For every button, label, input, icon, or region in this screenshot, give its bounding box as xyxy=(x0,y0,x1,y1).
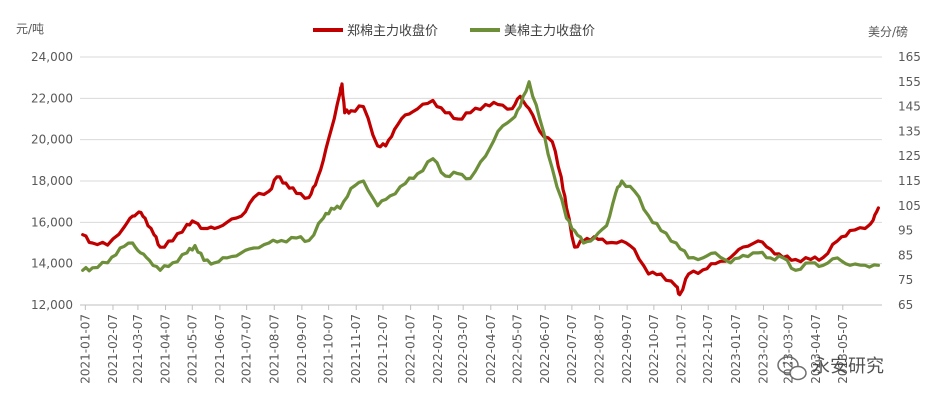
x-tick-label: 2022-03-07 xyxy=(456,314,470,384)
x-tick-label: 2022-06-07 xyxy=(538,314,552,384)
right-tick-label: 165 xyxy=(898,50,921,64)
x-tick-label: 2021-08-07 xyxy=(267,314,281,384)
x-tick-label: 2022-05-07 xyxy=(511,314,525,384)
right-axis-unit: 美分/磅 xyxy=(868,24,908,39)
left-axis-unit: 元/吨 xyxy=(16,22,44,36)
right-tick-label: 85 xyxy=(898,248,913,262)
x-tick-label: 2021-04-07 xyxy=(159,314,173,384)
left-tick-label: 16,000 xyxy=(31,215,73,229)
series-line-meimian xyxy=(81,80,880,273)
x-axis-ticks: 2021-01-07 2021-02-07 2021-03-07 2021-04-07… xyxy=(78,305,850,384)
legend: 郑棉主力收盘价 美棉主力收盘价 xyxy=(313,23,595,39)
x-tick-label: 2021-09-07 xyxy=(295,314,309,384)
x-tick-label: 2022-07-07 xyxy=(565,314,579,384)
right-axis-ticks: 65 75 85 95 105 115 125 135 145 155 165 xyxy=(898,50,921,312)
left-tick-label: 24,000 xyxy=(31,50,73,64)
x-tick-label: 2021-07-07 xyxy=(240,314,254,384)
right-tick-label: 125 xyxy=(898,149,921,163)
x-tick-label: 2021-01-07 xyxy=(78,314,92,384)
x-tick-label: 2022-12-07 xyxy=(701,314,715,384)
x-tick-label: 2022-10-07 xyxy=(647,314,661,384)
right-tick-label: 145 xyxy=(898,100,921,114)
x-tick-label: 2021-03-07 xyxy=(131,314,145,384)
x-tick-label: 2021-10-07 xyxy=(322,314,336,384)
x-tick-label: 2023-05-07 xyxy=(836,314,850,384)
x-tick-label: 2022-02-07 xyxy=(431,314,445,384)
left-axis-ticks: 12,000 14,000 16,000 18,000 20,000 22,000 24,0… xyxy=(31,50,73,312)
series-line-zhengmian xyxy=(81,82,880,297)
right-tick-label: 115 xyxy=(898,174,921,188)
left-tick-label: 18,000 xyxy=(31,174,73,188)
left-tick-label: 22,000 xyxy=(31,91,73,105)
x-tick-label: 2023-03-07 xyxy=(781,314,795,384)
right-tick-label: 65 xyxy=(898,298,913,312)
left-tick-label: 12,000 xyxy=(31,298,73,312)
x-tick-label: 2021-11-07 xyxy=(349,314,363,384)
wechat-icon xyxy=(777,356,807,381)
gridlines xyxy=(80,56,882,265)
legend-label-zhengmian: 郑棉主力收盘价 xyxy=(347,23,438,39)
right-tick-label: 75 xyxy=(898,273,913,287)
x-tick-label: 2023-02-07 xyxy=(756,314,770,384)
left-tick-label: 14,000 xyxy=(31,257,73,271)
x-tick-label: 2021-05-07 xyxy=(185,314,199,384)
watermark-text: 永安研究 xyxy=(812,356,884,377)
x-tick-label: 2021-06-07 xyxy=(213,314,227,384)
series-lines xyxy=(81,80,880,297)
x-tick-label: 2023-04-07 xyxy=(809,314,823,384)
x-tick-label: 2022-01-07 xyxy=(404,314,418,384)
x-tick-label: 2022-08-07 xyxy=(593,314,607,384)
legend-label-meimian: 美棉主力收盘价 xyxy=(504,23,595,39)
right-tick-label: 135 xyxy=(898,124,921,138)
x-tick-label: 2022-04-07 xyxy=(484,314,498,384)
right-tick-label: 105 xyxy=(898,199,921,213)
x-tick-label: 2021-02-07 xyxy=(106,314,120,384)
x-tick-label: 2022-11-07 xyxy=(675,314,689,384)
right-tick-label: 155 xyxy=(898,75,921,89)
watermark: 永安研究 xyxy=(777,356,884,381)
left-tick-label: 20,000 xyxy=(31,133,73,147)
x-tick-label: 2022-09-07 xyxy=(620,314,634,384)
right-tick-label: 95 xyxy=(898,224,913,238)
x-tick-label: 2023-01-07 xyxy=(729,314,743,384)
x-tick-label: 2021-12-07 xyxy=(376,314,390,384)
